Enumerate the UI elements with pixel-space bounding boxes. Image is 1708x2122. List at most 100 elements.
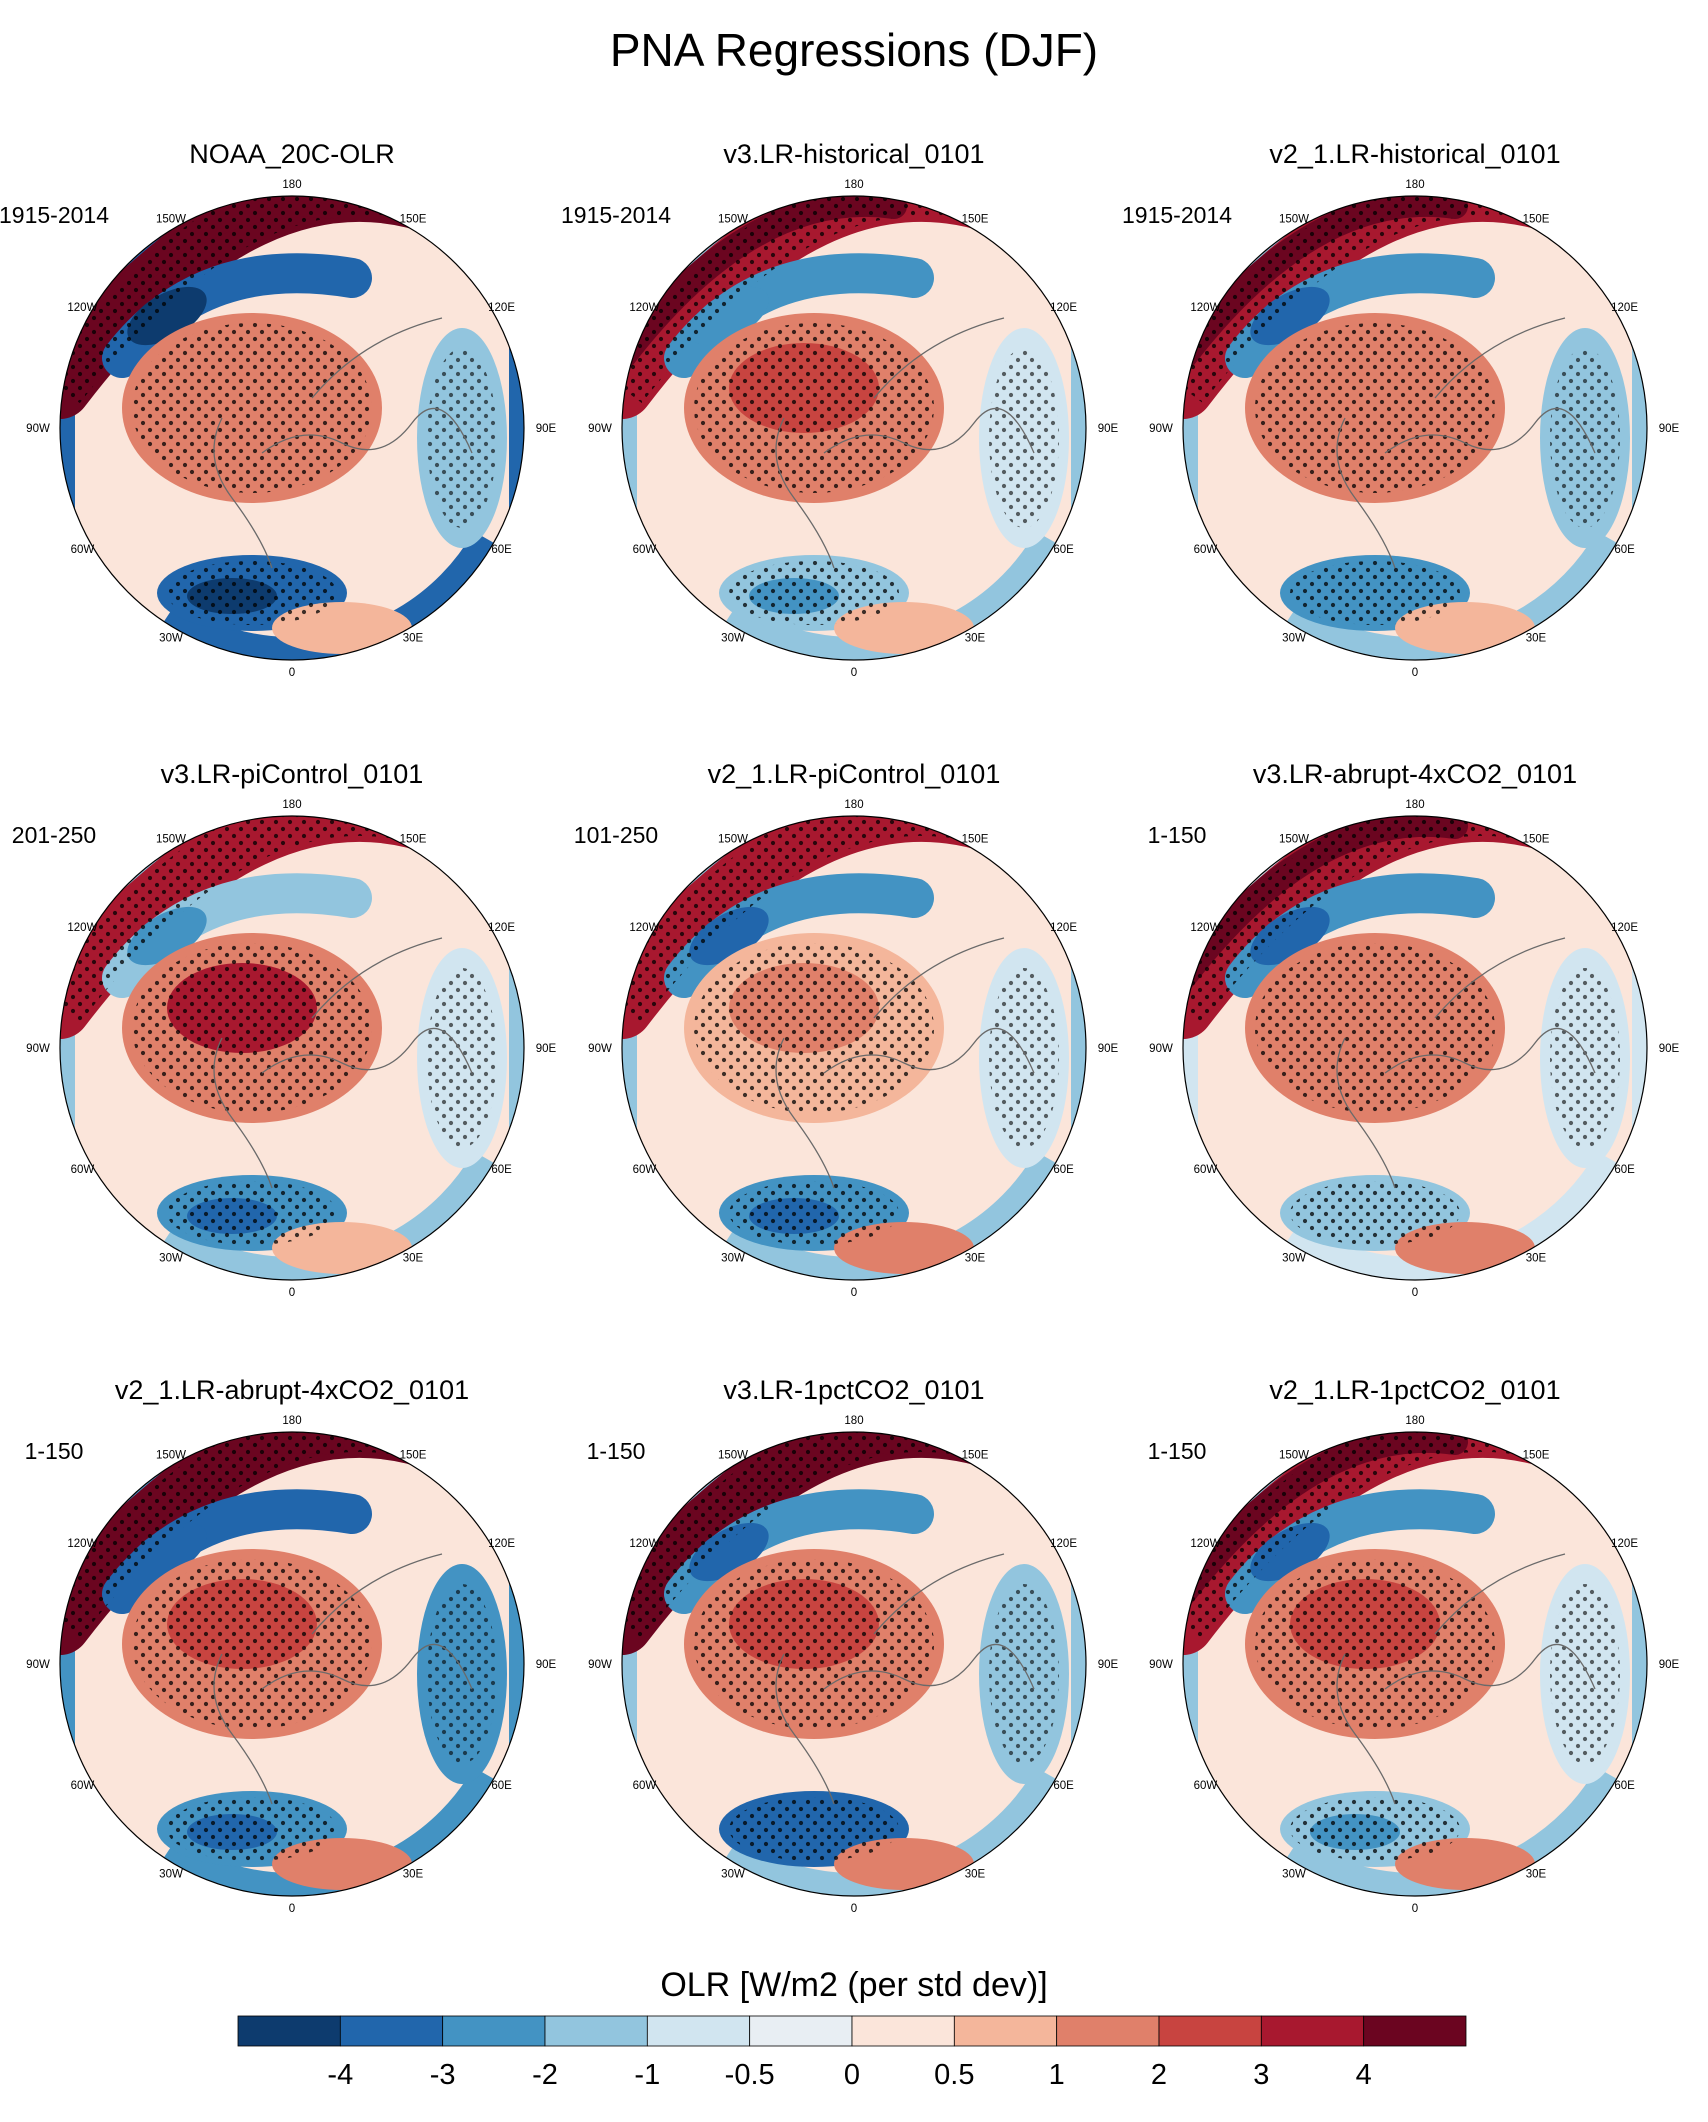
longitude-label: 60E: [491, 544, 512, 556]
longitude-label: 0: [1412, 1903, 1418, 1915]
map-panel: v3.LR-historical_0101 1915-2014 180 150E 120…: [561, 139, 1119, 679]
longitude-label: 150W: [1279, 1449, 1309, 1461]
panel-title: v2_1.LR-1pctCO2_0101: [1269, 1375, 1560, 1405]
longitude-label: 90E: [1659, 1043, 1680, 1055]
longitude-label: 0: [289, 1903, 295, 1915]
longitude-label: 150E: [1523, 213, 1550, 225]
map-border: [59, 195, 525, 661]
colorbar-box: [339, 2015, 444, 2047]
longitude-label: 60W: [633, 544, 657, 556]
colorbar-tick-label: -1: [634, 2059, 660, 2091]
longitude-label: 60W: [1194, 1780, 1218, 1792]
longitude-label: 90W: [588, 1043, 612, 1055]
olr-field: [622, 816, 1086, 1280]
longitude-label: 0: [1412, 667, 1418, 679]
longitude-label: 30E: [965, 1253, 986, 1265]
colorbar-tick-label: -2: [532, 2059, 558, 2091]
panel-period: 1915-2014: [1122, 202, 1232, 228]
longitude-label: 150W: [1279, 213, 1309, 225]
colorbar-tick-label: 3: [1253, 2059, 1269, 2091]
longitude-label: 90E: [1098, 1659, 1119, 1671]
longitude-label: 180: [844, 179, 863, 191]
longitude-label: 150W: [718, 213, 748, 225]
longitude-label: 120W: [1190, 922, 1220, 934]
panel-title: v2_1.LR-piControl_0101: [708, 759, 1001, 789]
map-border: [1182, 1431, 1648, 1897]
colorbar-box: [851, 2015, 955, 2047]
longitude-label: 120E: [488, 1538, 515, 1550]
olr-field: [1183, 1432, 1647, 1896]
map-panel: v2_1.LR-1pctCO2_0101 1-150 180 150E 120E 90E 6…: [1148, 1375, 1680, 1915]
panel-period: 1915-2014: [561, 202, 671, 228]
longitude-label: 180: [282, 799, 301, 811]
longitude-label: 60W: [633, 1164, 657, 1176]
longitude-label: 90W: [1149, 1659, 1173, 1671]
longitude-label: 90W: [26, 423, 50, 435]
colorbar-box: [1260, 2015, 1365, 2047]
longitude-label: 60E: [1614, 544, 1635, 556]
colorbar-box: [544, 2015, 648, 2047]
longitude-label: 30E: [1526, 633, 1547, 645]
colorbar-box: [646, 2015, 751, 2047]
colorbar-tick-label: 4: [1356, 2059, 1372, 2091]
map-border: [621, 1431, 1087, 1897]
longitude-label: 120W: [1190, 1538, 1220, 1550]
longitude-label: 150E: [1523, 833, 1550, 845]
panel-period: 1915-2014: [0, 202, 109, 228]
longitude-label: 150W: [156, 833, 186, 845]
colorbar-title: OLR [W/m2 (per std dev)]: [660, 1966, 1047, 2004]
longitude-label: 120E: [1050, 922, 1077, 934]
longitude-label: 150E: [962, 1449, 989, 1461]
olr-field: [60, 1432, 524, 1896]
longitude-label: 0: [289, 1287, 295, 1299]
olr-field: [622, 196, 1086, 660]
longitude-label: 120E: [1611, 302, 1638, 314]
colorbar-box: [1363, 2015, 1467, 2047]
longitude-label: 120W: [1190, 302, 1220, 314]
longitude-label: 180: [282, 1415, 301, 1427]
longitude-label: 60E: [1053, 544, 1074, 556]
panel-period: 1-150: [587, 1438, 646, 1464]
longitude-label: 90E: [1098, 1043, 1119, 1055]
longitude-label: 90W: [1149, 1043, 1173, 1055]
longitude-label: 60W: [1194, 544, 1218, 556]
colorbar-box: [442, 2015, 546, 2047]
colorbar: OLR [W/m2 (per std dev)] -4 -3 -2 -1 -0.5 0 0.…: [237, 1966, 1467, 2091]
longitude-label: 90E: [1659, 423, 1680, 435]
map-border: [1182, 195, 1648, 661]
longitude-label: 60E: [1053, 1164, 1074, 1176]
longitude-label: 180: [1405, 1415, 1424, 1427]
panel-period: 201-250: [12, 822, 96, 848]
panel-title: v3.LR-historical_0101: [723, 139, 984, 169]
map-panel: v2_1.LR-historical_0101 1915-2014 180 150E 1…: [1122, 139, 1680, 679]
colorbar-tick-label: 1: [1049, 2059, 1065, 2091]
colorbar-box: [749, 2015, 853, 2047]
longitude-label: 60W: [1194, 1164, 1218, 1176]
longitude-label: 180: [844, 1415, 863, 1427]
longitude-label: 30E: [1526, 1869, 1547, 1881]
panel-period: 1-150: [25, 1438, 84, 1464]
map-panel: v2_1.LR-abrupt-4xCO2_0101 1-150 180 150E 120…: [25, 1375, 557, 1915]
longitude-label: 60E: [1614, 1780, 1635, 1792]
longitude-label: 90E: [536, 1043, 557, 1055]
longitude-label: 30W: [721, 1869, 745, 1881]
longitude-label: 0: [851, 667, 857, 679]
longitude-label: 30W: [721, 633, 745, 645]
longitude-label: 150E: [1523, 1449, 1550, 1461]
panel-period: 101-250: [574, 822, 658, 848]
longitude-label: 120E: [1050, 302, 1077, 314]
longitude-label: 150W: [156, 213, 186, 225]
panel-title: NOAA_20C-OLR: [189, 139, 395, 169]
longitude-label: 0: [851, 1903, 857, 1915]
longitude-label: 120E: [488, 922, 515, 934]
longitude-label: 30E: [965, 1869, 986, 1881]
longitude-label: 120E: [1611, 1538, 1638, 1550]
longitude-label: 150E: [962, 213, 989, 225]
longitude-label: 150W: [718, 1449, 748, 1461]
panel-title: v3.LR-piControl_0101: [161, 759, 424, 789]
olr-field: [60, 816, 524, 1280]
olr-field: [622, 1432, 1086, 1896]
longitude-label: 0: [289, 667, 295, 679]
longitude-label: 90W: [588, 1659, 612, 1671]
longitude-label: 150W: [718, 833, 748, 845]
